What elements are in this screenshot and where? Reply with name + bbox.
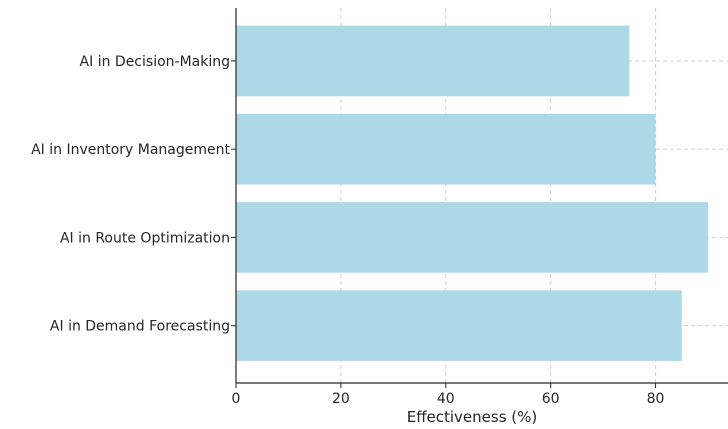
y-tick-label: AI in Decision-Making (80, 54, 230, 70)
y-tick-label: AI in Demand Forecasting (50, 319, 230, 335)
x-tick-label: 40 (437, 391, 455, 407)
bar (236, 202, 708, 273)
x-ticks-layer: 0 20 40 60 80 (232, 383, 665, 407)
x-tick-label: 60 (542, 391, 560, 407)
x-axis-label: Effectiveness (%) (407, 408, 538, 426)
bar (236, 25, 630, 97)
y-tick-label: AI in Inventory Management (31, 142, 230, 158)
bar (236, 113, 656, 185)
bars-layer (236, 25, 708, 361)
y-ticks-layer: AI in Decision-Making AI in Inventory Man… (31, 54, 236, 335)
x-tick-label: 0 (232, 391, 241, 407)
bar (236, 290, 682, 361)
axes-layer (235, 8, 728, 384)
x-tick-label: 80 (647, 391, 665, 407)
x-tick-label: 20 (332, 391, 350, 407)
y-tick-label: AI in Route Optimization (60, 230, 230, 246)
